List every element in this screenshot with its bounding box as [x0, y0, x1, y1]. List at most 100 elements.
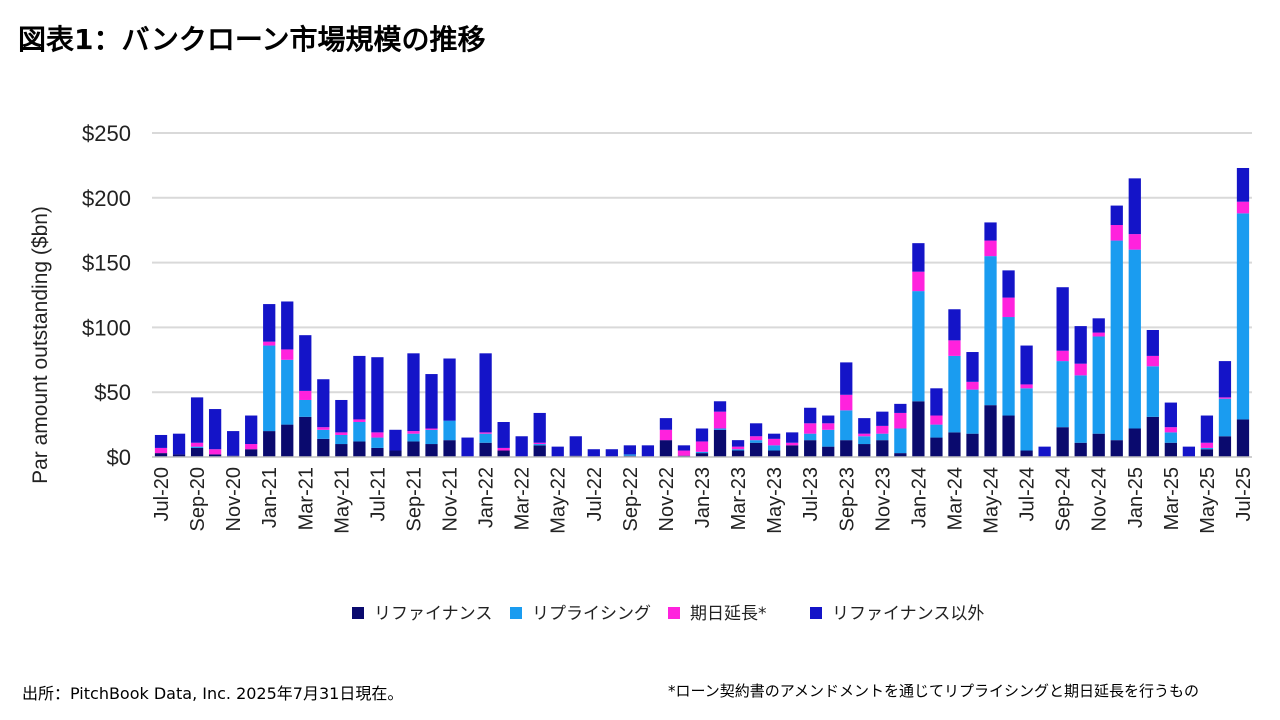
- bar-segment: [876, 411, 889, 426]
- x-tick-label: May-24: [981, 467, 1003, 534]
- bar-segment: [1092, 332, 1105, 337]
- bar-segment: [353, 419, 366, 423]
- bar-segment: [497, 422, 510, 448]
- bar-segment: [695, 441, 709, 452]
- bar-segment: [858, 444, 871, 457]
- bar-segment: [1074, 442, 1087, 457]
- y-axis-ticks: $0 $50 $100 $150 $200 $250: [82, 121, 131, 470]
- bar-segment: [840, 362, 853, 395]
- bar-segment: [1146, 366, 1159, 417]
- bar-segment: [227, 431, 240, 456]
- bar-segment: [713, 411, 727, 429]
- bar-segment: [695, 451, 709, 454]
- bar-segment: [335, 432, 348, 435]
- bar-segment: [894, 412, 907, 429]
- bar-segment: [786, 432, 799, 443]
- bar-segment: [804, 423, 817, 434]
- bar-segment: [281, 359, 294, 425]
- bar-segment: [749, 440, 763, 443]
- bar-segment: [154, 447, 168, 454]
- bar-segment: [948, 355, 961, 433]
- bar-segment: [840, 394, 853, 411]
- bar-segment: [966, 352, 979, 382]
- bar-segment: [840, 410, 853, 441]
- bar-segment: [497, 447, 510, 451]
- bar-segment: [1236, 201, 1250, 214]
- legend-label: 期日延長*: [690, 604, 767, 624]
- x-axis-ticks: Jul-20 Sep-20 Nov-20 Jan-21 Mar-21 May-21 Jul-…: [151, 467, 1255, 534]
- bars: [154, 167, 1250, 457]
- bar-segment: [1164, 432, 1177, 443]
- bar-segment: [353, 441, 366, 457]
- x-tick-label: Jul-21: [367, 467, 389, 521]
- bar-segment: [912, 401, 925, 457]
- x-tick-label: Nov-24: [1089, 467, 1111, 531]
- x-tick-label: Jul-24: [1017, 467, 1039, 521]
- bar-segment: [659, 429, 673, 441]
- bar-segment: [876, 425, 889, 434]
- legend-swatch: [668, 607, 680, 619]
- bar-segment: [154, 453, 168, 457]
- bar-segment: [894, 403, 907, 413]
- bar-segment: [1164, 427, 1177, 433]
- bar-segment: [1092, 433, 1105, 457]
- bar-segment: [731, 440, 745, 447]
- x-tick-label: Jan-25: [1125, 467, 1147, 528]
- x-tick-label: May-23: [764, 467, 786, 534]
- bar-segment: [479, 433, 492, 443]
- bar-segment: [1110, 205, 1123, 226]
- bar-segment: [659, 418, 673, 430]
- bar-segment: [335, 434, 348, 445]
- bar-segment: [677, 450, 691, 456]
- bar-segment: [190, 447, 204, 457]
- bar-segment: [371, 447, 384, 457]
- bar-segment: [1020, 345, 1033, 385]
- bar-segment: [1002, 317, 1015, 416]
- bar-segment: [281, 424, 294, 457]
- x-tick-label: Jul-20: [151, 467, 173, 521]
- x-tick-label: Jul-25: [1233, 467, 1255, 521]
- bar-segment: [731, 449, 745, 451]
- bar-segment: [172, 433, 186, 455]
- bar-segment: [425, 444, 438, 457]
- bar-segment: [245, 444, 258, 450]
- x-tick-label: Sep-24: [1053, 467, 1075, 532]
- bar-segment: [533, 442, 546, 445]
- bar-segment: [984, 222, 997, 241]
- bar-segment: [1200, 447, 1214, 450]
- bar-segment: [731, 446, 745, 450]
- bar-segment: [966, 433, 979, 457]
- bar-segment: [948, 309, 961, 341]
- bar-segment: [1092, 318, 1105, 333]
- bar-segment: [876, 440, 889, 457]
- bar-segment: [1200, 449, 1214, 457]
- bar-segment: [1236, 167, 1250, 202]
- x-tick-label: Sep-22: [620, 467, 642, 532]
- bar-segment: [605, 449, 618, 457]
- bar-segment: [190, 442, 204, 447]
- bar-segment: [263, 431, 276, 457]
- x-tick-label: Jan-22: [476, 467, 498, 528]
- bar-segment: [190, 397, 204, 443]
- bar-segment: [1074, 375, 1087, 443]
- bar-segment: [317, 429, 330, 439]
- bar-segment: [1020, 384, 1033, 389]
- bar-segment: [569, 436, 582, 456]
- legend-label: リファイナンス以外: [832, 604, 984, 624]
- bar-segment: [768, 445, 781, 451]
- bar-segment: [749, 442, 763, 457]
- bar-segment: [263, 341, 276, 346]
- x-tick-label: May-22: [548, 467, 570, 534]
- x-tick-label: Jan-23: [692, 467, 714, 528]
- bar-segment: [425, 374, 438, 429]
- bar-segment: [731, 450, 745, 457]
- bar-segment: [641, 445, 655, 457]
- bar-segment: [407, 353, 420, 432]
- bar-segment: [1056, 350, 1069, 362]
- bar-segment: [1002, 270, 1015, 298]
- bar-segment: [371, 437, 384, 448]
- bar-segment: [1200, 442, 1214, 448]
- x-tick-label: Jul-22: [584, 467, 606, 521]
- bar-segment: [912, 243, 925, 272]
